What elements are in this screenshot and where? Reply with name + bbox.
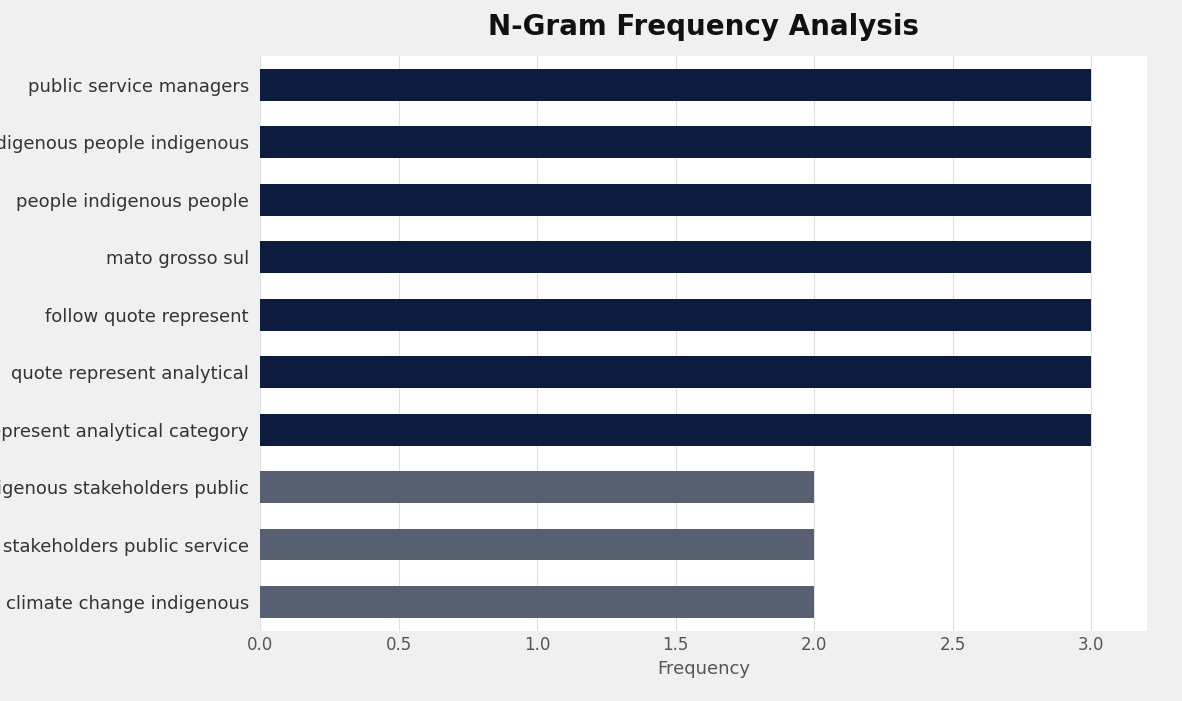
Bar <box>260 126 1091 158</box>
Bar <box>260 529 814 561</box>
X-axis label: Frequency: Frequency <box>657 660 749 678</box>
Bar <box>260 184 1091 216</box>
Bar <box>260 69 1091 101</box>
Bar <box>260 241 1091 273</box>
Bar <box>260 586 814 618</box>
Bar <box>260 414 1091 446</box>
Bar <box>260 471 814 503</box>
Bar <box>260 299 1091 331</box>
Bar <box>260 356 1091 388</box>
Title: N-Gram Frequency Analysis: N-Gram Frequency Analysis <box>488 13 918 41</box>
